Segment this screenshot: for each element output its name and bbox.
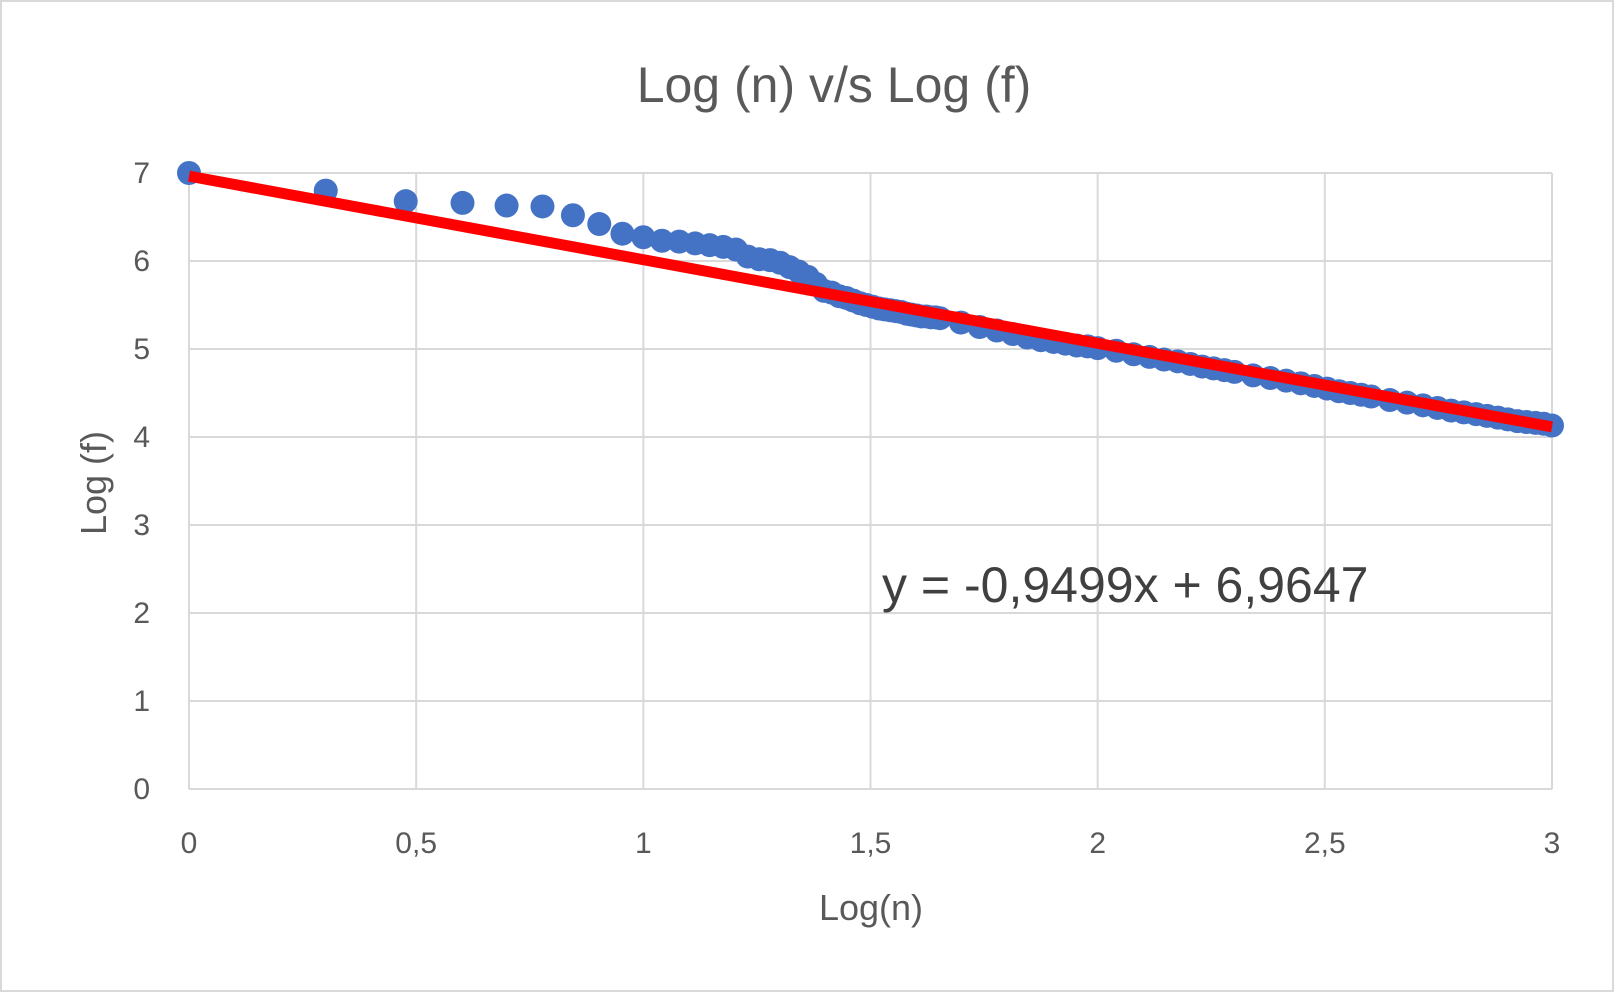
- x-tick-label: 1: [635, 827, 652, 860]
- trendline-equation: y = -0,9499x + 6,9647: [882, 557, 1368, 613]
- x-tick-label: 1,5: [850, 827, 892, 860]
- gridlines: [188, 172, 1553, 790]
- y-axis-label: Log (f): [73, 431, 114, 535]
- data-point: [610, 221, 635, 246]
- y-tick-label: 4: [133, 421, 150, 454]
- y-axis-ticks: 0 1 2 3 4 5 6 7: [133, 157, 150, 806]
- chart-title: Log (n) v/s Log (f): [637, 57, 1032, 113]
- x-axis-ticks: 0 0,5 1 1,5 2 2,5 3: [181, 827, 1561, 860]
- trendline-group: [188, 170, 1553, 433]
- data-point: [587, 212, 612, 237]
- x-tick-label: 0: [181, 827, 198, 860]
- y-tick-label: 6: [133, 245, 150, 278]
- data-point: [530, 194, 555, 219]
- data-point: [494, 193, 519, 218]
- x-axis-label: Log(n): [819, 887, 923, 928]
- y-tick-label: 5: [133, 333, 150, 366]
- x-tick-label: 2,5: [1304, 827, 1346, 860]
- y-tick-label: 1: [133, 685, 150, 718]
- y-tick-label: 0: [133, 773, 150, 806]
- data-point: [631, 225, 656, 250]
- x-tick-label: 0,5: [395, 827, 437, 860]
- y-tick-label: 2: [133, 597, 150, 630]
- data-point: [450, 190, 475, 215]
- x-tick-label: 2: [1089, 827, 1106, 860]
- x-tick-label: 3: [1544, 827, 1561, 860]
- y-tick-label: 7: [133, 157, 150, 190]
- trendline: [188, 170, 1553, 433]
- data-point: [393, 189, 418, 214]
- data-point: [649, 228, 674, 253]
- y-tick-label: 3: [133, 509, 150, 542]
- data-point: [560, 203, 585, 228]
